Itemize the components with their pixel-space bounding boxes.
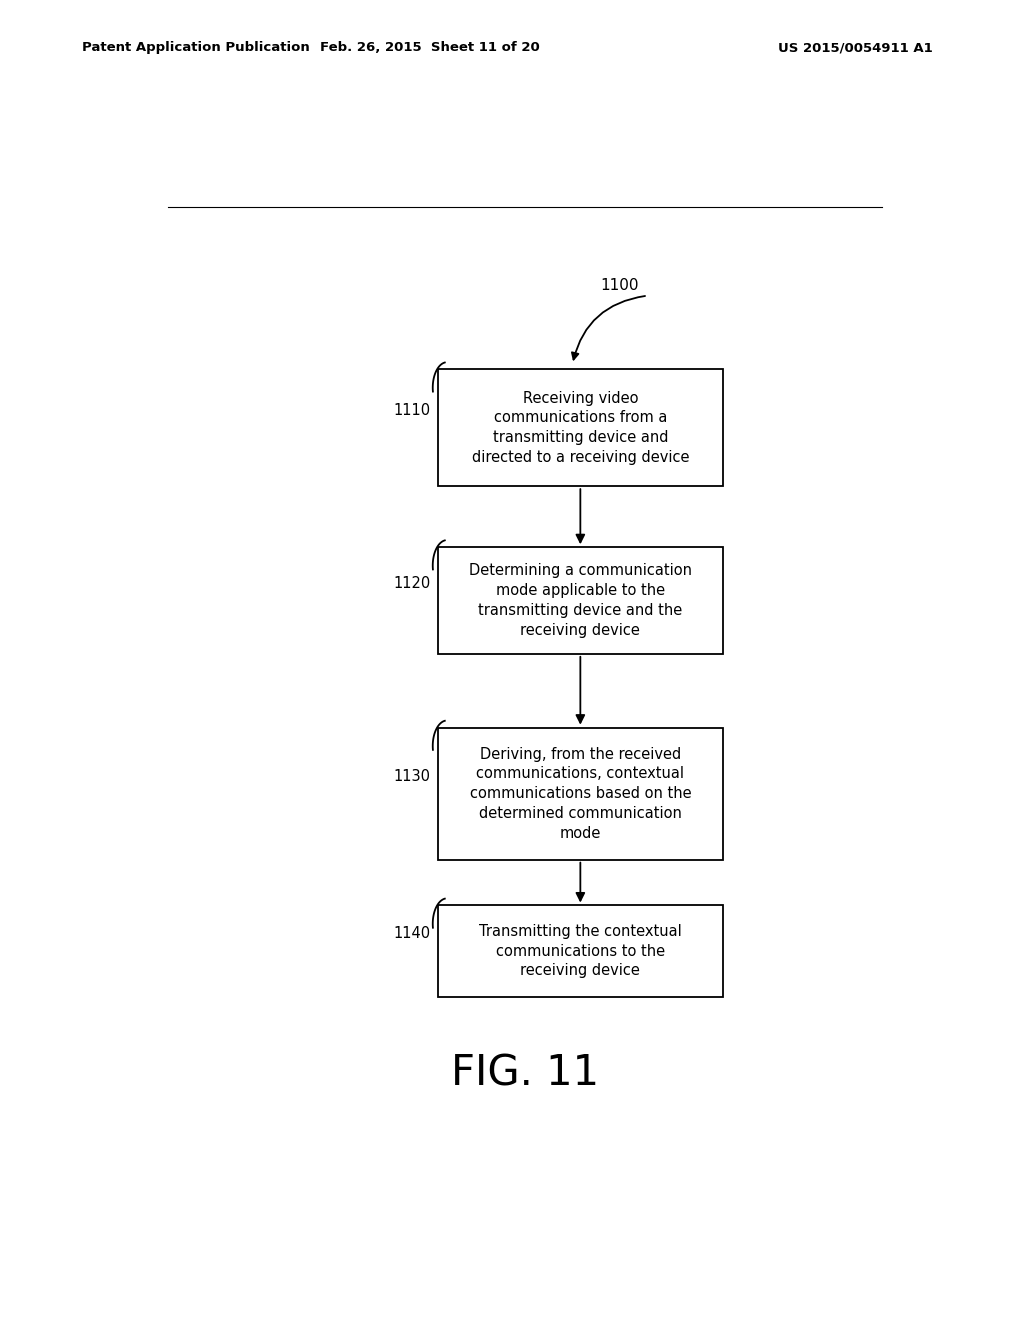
Text: US 2015/0054911 A1: US 2015/0054911 A1: [778, 41, 933, 54]
Text: Receiving video
communications from a
transmitting device and
directed to a rece: Receiving video communications from a tr…: [472, 391, 689, 465]
Text: Deriving, from the received
communications, contextual
communications based on t: Deriving, from the received communicatio…: [470, 747, 691, 841]
Text: Transmitting the contextual
communications to the
receiving device: Transmitting the contextual communicatio…: [479, 924, 682, 978]
Text: Determining a communication
mode applicable to the
transmitting device and the
r: Determining a communication mode applica…: [469, 564, 692, 638]
Text: 1100: 1100: [600, 279, 639, 293]
Text: 1110: 1110: [394, 403, 431, 418]
Bar: [437, 727, 723, 859]
Text: 1130: 1130: [394, 768, 431, 784]
Text: Feb. 26, 2015  Sheet 11 of 20: Feb. 26, 2015 Sheet 11 of 20: [321, 41, 540, 54]
Text: FIG. 11: FIG. 11: [451, 1052, 599, 1094]
Bar: [437, 370, 723, 486]
Text: 1140: 1140: [394, 927, 431, 941]
Text: Patent Application Publication: Patent Application Publication: [82, 41, 309, 54]
Bar: [437, 548, 723, 653]
Text: 1120: 1120: [394, 576, 431, 591]
Bar: [437, 906, 723, 997]
